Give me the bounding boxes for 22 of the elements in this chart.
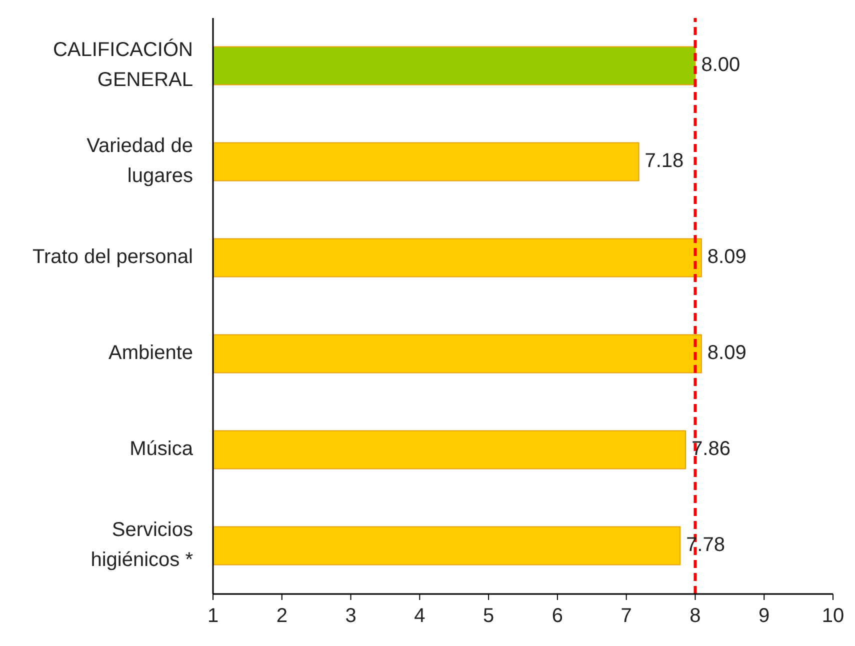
y-tick-label: Servicios higiénicos *: [90, 519, 194, 572]
data-label: 7.18: [644, 150, 684, 172]
y-tick-label: Trato del personal: [32, 246, 193, 268]
y-tick-label: Música: [130, 438, 194, 460]
x-tick-label: 5: [482, 605, 494, 628]
data-label: 8.09: [707, 246, 746, 268]
x-tick-label: 3: [345, 605, 356, 628]
x-tick-label: 4: [414, 605, 426, 628]
y-tick-label: CALIFICACIÓN GENERAL: [52, 38, 193, 92]
data-label: 7.78: [686, 534, 726, 556]
x-tick-label: 1: [207, 605, 219, 628]
x-tick-label: 9: [758, 605, 770, 628]
y-tick-label: Variedad de lugares: [86, 135, 193, 188]
data-label: 8.00: [701, 54, 740, 76]
x-tick-label: 7: [620, 605, 632, 628]
x-tick-label: 10: [822, 605, 844, 628]
data-label: 7.86: [692, 438, 731, 460]
y-tick-label: Ambiente: [108, 342, 193, 364]
x-tick-label: 8: [690, 605, 701, 628]
data-label: 8.09: [707, 342, 746, 364]
x-tick-label: 6: [552, 605, 564, 628]
x-tick-label: 2: [276, 605, 288, 628]
